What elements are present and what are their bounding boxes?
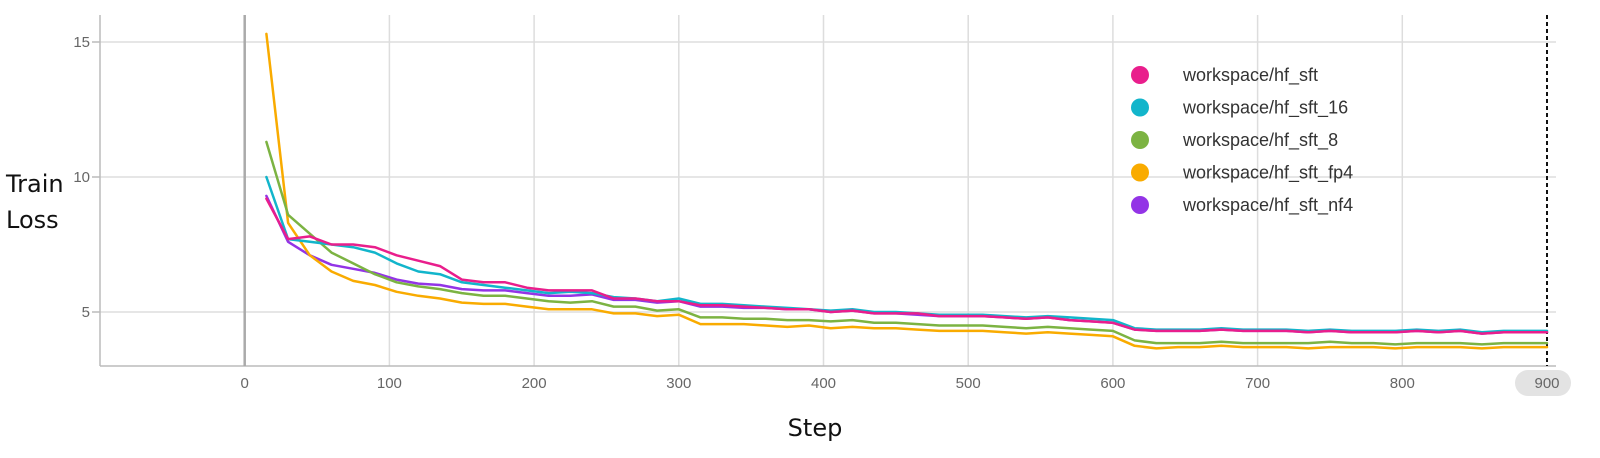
grid [100, 15, 1556, 366]
x-tick-label: 600 [1100, 375, 1125, 392]
legend-marker [1131, 98, 1149, 117]
legend-label: workspace/hf_sft_8 [1182, 130, 1338, 151]
legend-label: workspace/hf_sft_nf4 [1182, 195, 1353, 216]
series-lines [265, 32, 1549, 350]
x-tick-label: 0 [241, 375, 249, 392]
series-line-1 [265, 197, 1549, 335]
y-tick-label: 10 [73, 169, 90, 186]
x-tick-label: 200 [522, 375, 547, 392]
y-tick-label: 5 [82, 304, 90, 321]
legend-marker [1131, 196, 1149, 214]
x-tick-label: 500 [956, 375, 981, 392]
x-tick-label: 800 [1390, 375, 1415, 392]
axes: 0 100 200 300 400 500 600 700 800 900 5 10 15 [73, 15, 1571, 396]
series-line-4 [265, 32, 1549, 350]
legend-label: workspace/hf_sft_16 [1182, 98, 1348, 119]
series-line-2 [265, 175, 1549, 334]
x-tick-label: 700 [1245, 375, 1270, 392]
cursor-step-badge [1515, 370, 1571, 396]
y-axis-title: Loss [6, 206, 59, 234]
x-axis-title: Step [788, 414, 843, 442]
series-line-3 [265, 140, 1549, 346]
x-tick-label: 900 [1534, 375, 1559, 392]
y-axis-title: Train [5, 170, 64, 198]
legend-marker [1131, 66, 1149, 84]
axis-titles: Train Loss Step [5, 170, 842, 442]
x-tick-label: 100 [377, 375, 402, 392]
legend-marker [1131, 163, 1149, 182]
x-tick-label: 400 [811, 375, 836, 392]
y-tick-label: 15 [73, 34, 90, 51]
x-tick-label: 300 [666, 375, 691, 392]
legend: workspace/hf_sft workspace/hf_sft_16works… [1131, 65, 1353, 216]
legend-label: workspace/hf_sft_fp4 [1182, 163, 1353, 184]
legend-marker [1131, 131, 1149, 149]
legend-label: workspace/hf_sft [1182, 65, 1318, 86]
